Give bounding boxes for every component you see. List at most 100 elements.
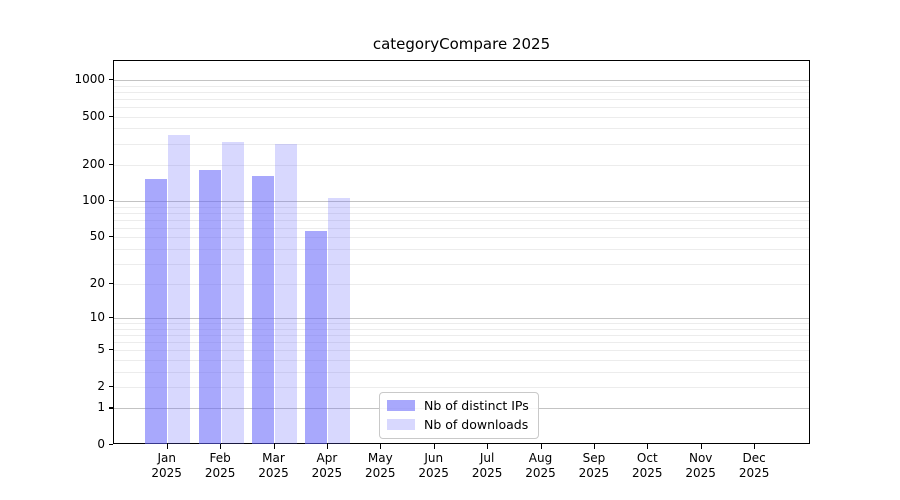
grid-line-major bbox=[114, 318, 809, 320]
legend-swatch-distinct-ips bbox=[387, 400, 415, 411]
y-axis-tick-label: 10 bbox=[89, 310, 105, 325]
grid-line-minor bbox=[114, 350, 809, 352]
x-axis-tick-label: Nov 2025 bbox=[671, 451, 731, 481]
month-label: Dec bbox=[742, 451, 766, 465]
grid-line-minor bbox=[114, 85, 809, 87]
bar-downloads bbox=[221, 142, 244, 444]
month-label: Sep bbox=[582, 451, 606, 465]
bar-distinct-ips bbox=[252, 176, 274, 444]
x-axis-tick-label: Sep 2025 bbox=[564, 451, 624, 481]
year-label: 2025 bbox=[578, 466, 610, 480]
grid-line-minor bbox=[114, 335, 809, 337]
y-axis-tick bbox=[109, 200, 113, 202]
y-axis-tick-label: 1 bbox=[97, 400, 105, 415]
y-axis-tick bbox=[109, 444, 113, 446]
x-axis-tick-label: Apr 2025 bbox=[297, 451, 357, 481]
plot-area bbox=[113, 60, 810, 444]
grid-line-minor bbox=[114, 212, 809, 214]
month-label: Jun bbox=[424, 451, 444, 465]
month-label: Jul bbox=[479, 451, 495, 465]
bar-downloads bbox=[328, 198, 351, 444]
month-label: Apr bbox=[316, 451, 338, 465]
year-label: 2025 bbox=[204, 466, 236, 480]
grid-line-minor bbox=[114, 387, 809, 388]
x-axis-tick bbox=[754, 444, 756, 449]
y-axis-tick bbox=[109, 163, 113, 165]
year-label: 2025 bbox=[311, 466, 343, 480]
year-label: 2025 bbox=[151, 466, 182, 480]
y-axis-tick-label: 100 bbox=[82, 193, 105, 208]
y-axis-tick-label: 1000 bbox=[74, 72, 105, 86]
grid-line-minor bbox=[114, 91, 809, 93]
y-axis-tick-label: 2 bbox=[97, 379, 105, 393]
x-axis-tick bbox=[647, 444, 649, 449]
x-axis-tick bbox=[273, 444, 275, 449]
bar-downloads bbox=[168, 135, 191, 444]
year-label: 2025 bbox=[471, 466, 503, 480]
x-axis-tick bbox=[166, 444, 168, 449]
x-axis-tick bbox=[700, 444, 702, 449]
year-label: 2025 bbox=[632, 466, 663, 480]
bar-downloads bbox=[275, 144, 297, 444]
legend-swatch-downloads bbox=[387, 419, 415, 430]
grid-line-minor bbox=[114, 206, 809, 208]
grid-line-minor bbox=[114, 328, 809, 330]
month-label: Nov bbox=[688, 451, 713, 465]
y-axis-tick bbox=[109, 407, 113, 409]
x-axis-tick-label: Jan 2025 bbox=[137, 451, 197, 481]
x-axis-tick-label: Feb 2025 bbox=[190, 451, 250, 481]
year-label: 2025 bbox=[258, 466, 289, 480]
grid-line-minor bbox=[114, 219, 809, 221]
year-label: 2025 bbox=[738, 466, 770, 480]
y-axis-tick-label: 20 bbox=[89, 276, 105, 291]
grid-line-minor bbox=[114, 98, 809, 100]
y-axis-tick-label: 5 bbox=[97, 342, 105, 357]
grid-line-major bbox=[114, 201, 809, 203]
x-axis-tick-label: Oct 2025 bbox=[617, 451, 677, 481]
x-axis-tick-label: Jun 2025 bbox=[404, 451, 464, 481]
legend-item-downloads: Nb of downloads bbox=[387, 417, 529, 432]
y-axis-tick bbox=[109, 283, 113, 285]
grid-line-minor bbox=[114, 237, 809, 239]
month-label: Jan bbox=[157, 451, 176, 465]
grid-line-minor bbox=[114, 342, 809, 344]
grid-line-minor bbox=[114, 128, 809, 130]
year-label: 2025 bbox=[365, 466, 396, 480]
grid-line-minor bbox=[114, 143, 809, 145]
year-label: 2025 bbox=[525, 466, 556, 480]
y-axis-tick bbox=[109, 317, 113, 319]
x-axis-tick bbox=[433, 444, 435, 449]
x-axis-tick-label: May 2025 bbox=[350, 451, 410, 481]
y-axis-tick bbox=[109, 236, 113, 238]
bar-distinct-ips bbox=[145, 178, 168, 444]
x-axis-tick bbox=[326, 444, 329, 449]
x-axis-tick bbox=[593, 444, 596, 449]
grid-line-minor bbox=[114, 263, 809, 265]
x-axis-tick bbox=[487, 444, 489, 449]
x-axis-tick bbox=[220, 444, 222, 449]
grid-line-minor bbox=[114, 107, 809, 108]
month-label: Aug bbox=[528, 451, 553, 465]
y-axis-tick-label: 0 bbox=[97, 437, 105, 451]
x-axis-tick bbox=[540, 444, 542, 449]
legend: Nb of distinct IPs Nb of downloads bbox=[379, 392, 539, 439]
chart-title: categoryCompare 2025 bbox=[372, 35, 551, 53]
y-axis-tick bbox=[109, 386, 113, 388]
x-axis-tick-label: Jul 2025 bbox=[457, 451, 517, 481]
bar-distinct-ips bbox=[305, 231, 328, 444]
x-axis-tick-label: Aug 2025 bbox=[511, 451, 571, 481]
grid-line-minor bbox=[114, 323, 809, 325]
month-label: Feb bbox=[209, 451, 231, 465]
y-axis-tick bbox=[109, 79, 113, 81]
legend-label-distinct-ips: Nb of distinct IPs bbox=[424, 398, 529, 413]
grid-line-minor bbox=[114, 116, 809, 118]
month-label: Mar bbox=[262, 451, 285, 465]
grid-line-minor bbox=[114, 248, 809, 250]
legend-item-distinct-ips: Nb of distinct IPs bbox=[387, 398, 529, 413]
x-axis-tick-label: Dec 2025 bbox=[724, 451, 784, 481]
x-axis-tick bbox=[380, 444, 382, 449]
grid-line-minor bbox=[114, 284, 809, 286]
year-label: 2025 bbox=[685, 466, 716, 480]
y-axis-tick-label: 50 bbox=[89, 229, 105, 244]
